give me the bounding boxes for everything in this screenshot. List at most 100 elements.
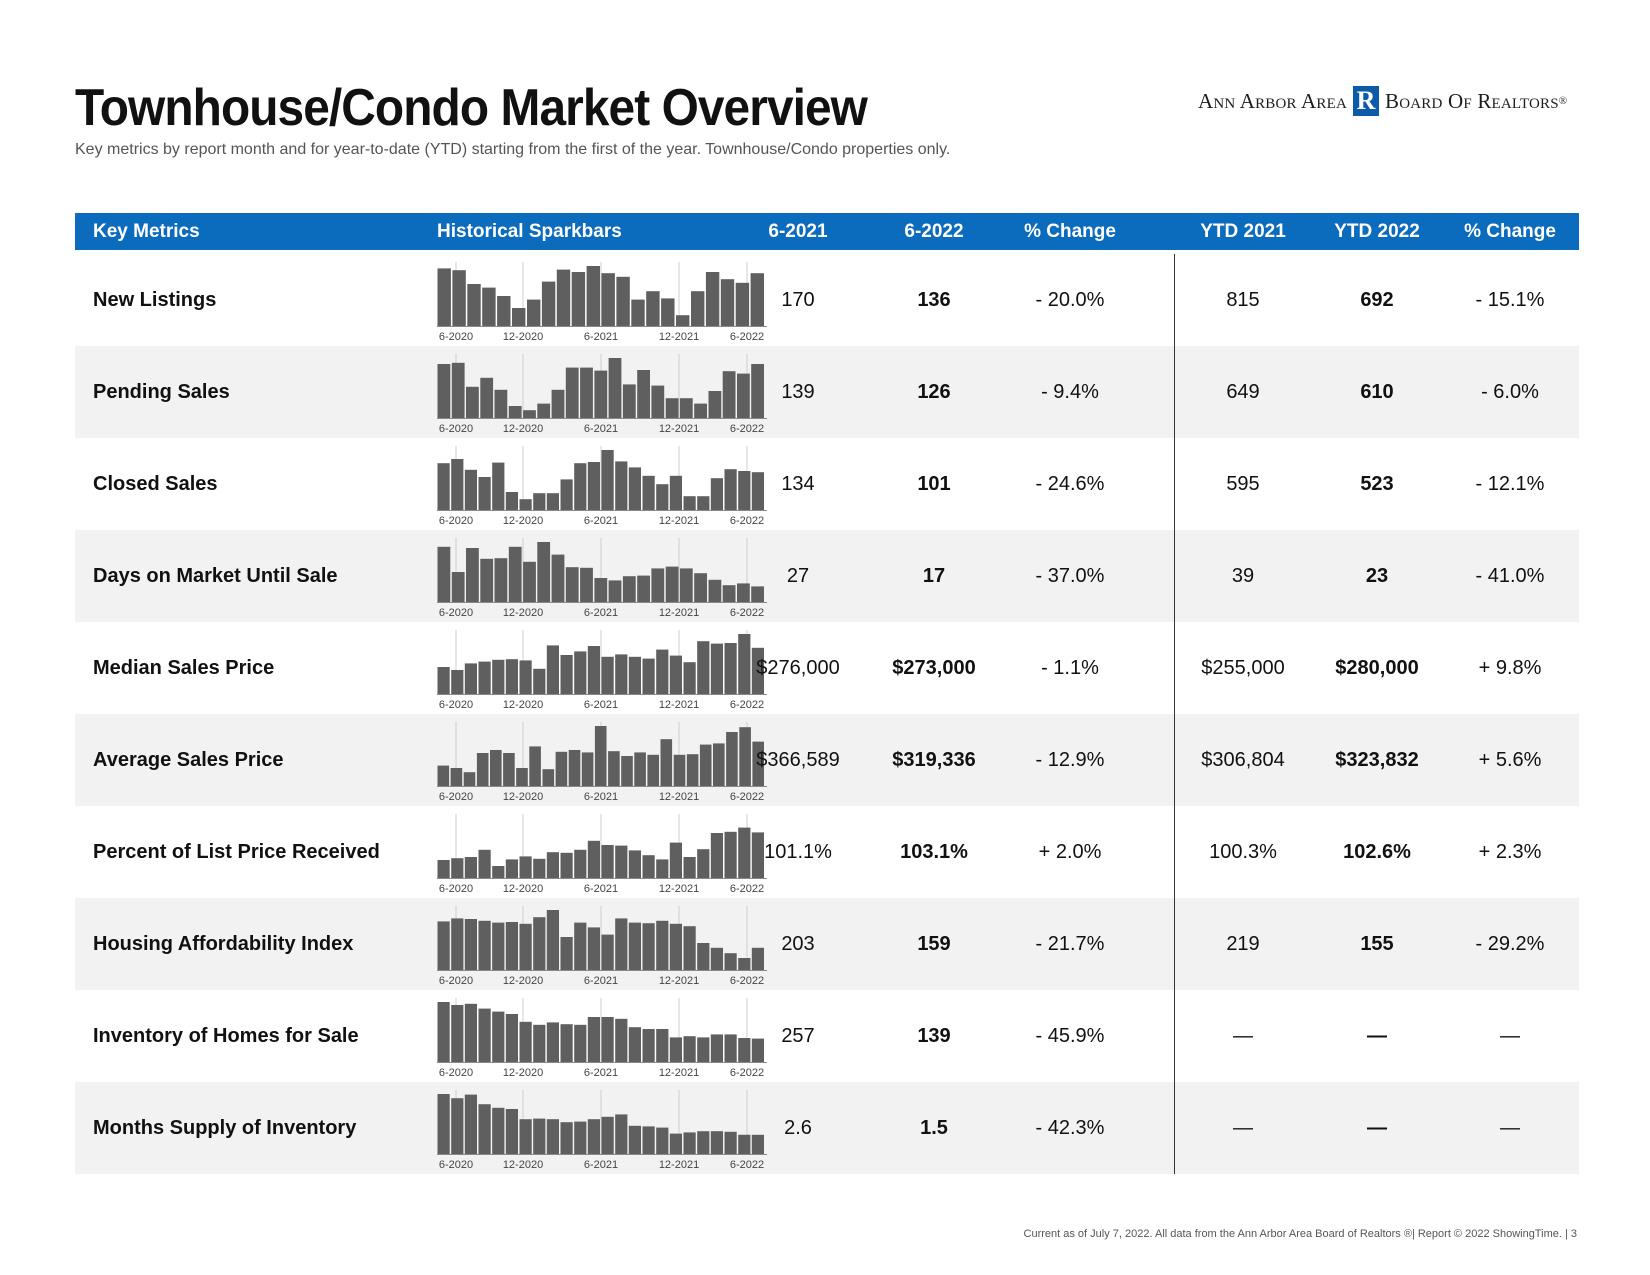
sparkbar-axis-label: 6-2020 <box>439 1067 473 1079</box>
table-row: Inventory of Homes for Sale 6-2020 12-2020… <box>75 990 1579 1082</box>
sparkbar-axis-label: 6-2022 <box>730 607 764 619</box>
sparkbar-axis-label: 6-2020 <box>439 515 473 527</box>
sparkbar <box>437 546 451 602</box>
sparkbar-axis-label: 6-2021 <box>584 883 618 895</box>
value-6-2022: 136 <box>917 289 951 311</box>
sparkbar-axis-label: 12-2020 <box>503 1159 543 1171</box>
sparkbar <box>492 866 505 878</box>
sparkbar <box>519 1021 532 1062</box>
metric-name: Percent of List Price Received <box>93 841 380 863</box>
metric-name: Months Supply of Inventory <box>93 1117 357 1139</box>
sparkbar <box>451 858 464 878</box>
value-pct-change: - 24.6% <box>1035 473 1105 495</box>
sparkbar <box>492 1107 505 1154</box>
table-row: Months Supply of Inventory 6-2020 12-2020 6… <box>75 1082 1579 1174</box>
sparkbar-axis-label: 12-2021 <box>659 331 699 343</box>
sparkbar <box>546 852 559 878</box>
sparkbar-chart: 6-2020 12-2020 6-2021 12-2021 6-2022 <box>437 354 767 435</box>
sparkbar <box>541 281 556 326</box>
sparkbar <box>738 1038 751 1062</box>
col-key-metrics: Key Metrics <box>93 221 200 242</box>
sparkbar <box>608 751 620 786</box>
sparkbar <box>751 947 764 970</box>
sparkbar <box>437 667 450 694</box>
sparkbar <box>565 567 579 602</box>
table-row: Days on Market Until Sale 6-2020 12-2020 6-… <box>75 530 1579 622</box>
value-6-2021: $366,589 <box>756 749 840 771</box>
sparkbar <box>669 475 682 510</box>
value-pct-change: - 12.9% <box>1035 749 1105 771</box>
sparkbar-chart: 6-2020 12-2020 6-2021 12-2021 6-2022 <box>437 722 767 803</box>
sparkbar-axis-label: 12-2021 <box>659 1159 699 1171</box>
sparkbar <box>556 269 571 326</box>
table-row: Closed Sales 6-2020 12-2020 6-2021 12-2021 6-… <box>75 438 1579 530</box>
sparkbar <box>621 756 633 786</box>
sparkbar <box>697 849 710 878</box>
sparkbar-axis-label: 6-2020 <box>439 699 473 711</box>
value-ytd-2021: 39 <box>1231 565 1255 587</box>
sparkbar <box>656 859 669 878</box>
sparkbar-axis-label: 12-2021 <box>659 1067 699 1079</box>
sparkbar-axis-label: 12-2020 <box>503 331 543 343</box>
sparkbar <box>615 1018 628 1062</box>
value-ytd-2022: 610 <box>1360 381 1394 403</box>
sparkbar <box>551 554 565 602</box>
value-pct-change: - 20.0% <box>1035 289 1105 311</box>
sparkbar <box>482 287 496 326</box>
sparkbar <box>587 1119 600 1154</box>
sparkbar <box>452 270 466 326</box>
sparkbar-axis-label: 12-2020 <box>503 883 543 895</box>
value-pct-change: + 2.0% <box>1038 841 1102 863</box>
value-ytd-2021: 649 <box>1226 381 1260 403</box>
sparkbar <box>565 367 579 418</box>
sparkbar-chart: 6-2020 12-2020 6-2021 12-2021 6-2022 <box>437 814 767 895</box>
value-ytd-pct-change: + 2.3% <box>1478 841 1542 863</box>
sparkbar <box>523 410 536 418</box>
sparkbar-axis-label: 6-2022 <box>730 515 764 527</box>
sparkbar <box>601 1017 614 1062</box>
sparkbar <box>451 1098 464 1154</box>
sparkbar <box>594 726 607 786</box>
value-ytd-pct-change: - 29.2% <box>1475 933 1545 955</box>
sparkbar <box>463 772 476 786</box>
sparkbar <box>437 463 450 510</box>
sparkbar <box>494 558 508 602</box>
table-row: Median Sales Price 6-2020 12-2020 6-2021 12-… <box>75 622 1579 714</box>
sparkbar-axis-label: 6-2021 <box>584 975 618 987</box>
sparkbar-chart: 6-2020 12-2020 6-2021 12-2021 6-2022 <box>437 906 767 987</box>
value-ytd-pct-change: - 15.1% <box>1475 289 1545 311</box>
sparkbar <box>710 643 723 694</box>
sparkbar-axis-label: 12-2020 <box>503 975 543 987</box>
value-6-2021: 170 <box>781 289 815 311</box>
sparkbar <box>713 743 725 786</box>
metric-name: Average Sales Price <box>93 749 284 771</box>
sparkbar <box>710 478 723 510</box>
sparkbar <box>490 750 502 786</box>
sparkbar-chart: 6-2020 12-2020 6-2021 12-2021 6-2022 <box>437 998 767 1079</box>
sparkbar <box>722 585 736 602</box>
sparkbar <box>738 958 751 970</box>
sparkbar <box>622 384 636 418</box>
value-pct-change: - 9.4% <box>1041 381 1099 403</box>
sparkbar-chart: 6-2020 12-2020 6-2021 12-2021 6-2022 <box>437 630 767 711</box>
value-6-2022: 103.1% <box>900 841 968 863</box>
value-ytd-pct-change: - 6.0% <box>1481 381 1539 403</box>
sparkbar-axis-label: 12-2020 <box>503 423 543 435</box>
sparkbar <box>686 754 699 786</box>
sparkbar <box>615 654 628 694</box>
value-ytd-2021: $306,804 <box>1201 749 1285 771</box>
sparkbar <box>637 370 650 418</box>
value-ytd-2022: 692 <box>1360 289 1394 311</box>
sparkbar <box>574 849 587 878</box>
sparkbar <box>560 1024 573 1062</box>
registered-mark: ® <box>1558 95 1568 107</box>
sparkbar <box>656 649 669 694</box>
sparkbar <box>451 459 464 510</box>
sparkbar <box>587 927 600 970</box>
table-header: Key Metrics Historical Sparkbars 6-2021 … <box>75 213 1579 250</box>
sparkbar <box>642 1029 655 1062</box>
sparkbar <box>519 923 532 970</box>
col-ytd-2021: YTD 2021 <box>1200 221 1286 242</box>
sparkbar <box>694 403 707 418</box>
sparkbar <box>722 371 736 418</box>
